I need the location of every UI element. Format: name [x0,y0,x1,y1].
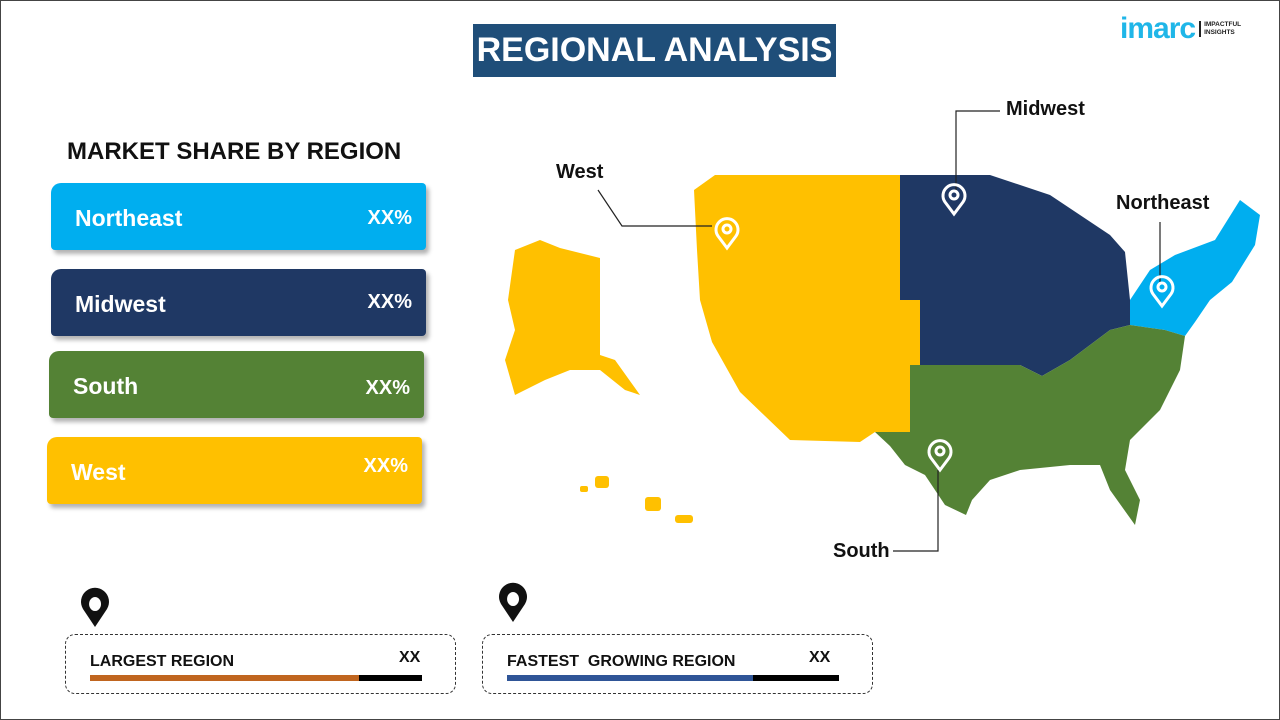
largest-region-value: XX [399,649,421,666]
hawaii [580,476,693,523]
map-pin-icon [1149,275,1175,309]
region-value: XX% [365,377,410,399]
fastest-region-bar [507,675,839,681]
map-label-west: West [556,161,604,183]
page-title: REGIONAL ANALYSIS [473,24,836,77]
region-value: XX% [367,291,412,313]
region-card-midwest: Midwest XX% [51,269,426,336]
largest-region-bar-fill [90,675,359,681]
largest-region-box: LARGEST REGION XX [65,634,456,694]
region-card-west: West XX% [47,437,422,504]
imarc-logo: imarc IMPACTFUL INSIGHTS [1120,12,1241,46]
region-name: West [71,459,126,485]
largest-region-bar [90,675,422,681]
section-title: MARKET SHARE BY REGION [67,138,402,165]
region-midwest [900,175,1130,376]
logo-tagline: IMPACTFUL INSIGHTS [1199,21,1241,37]
fastest-region-value: XX [809,649,831,666]
logo-brand: imarc [1120,12,1196,45]
region-name: South [73,373,139,399]
region-name: Midwest [75,291,166,317]
map-pin-icon [941,183,967,217]
fastest-region-label: FASTEST GROWING REGION [507,653,736,670]
region-northeast [1130,200,1260,336]
largest-region-label: LARGEST REGION [90,653,235,670]
fastest-region-bar-fill [507,675,753,681]
map-label-midwest: Midwest [1006,98,1085,120]
map-pin-icon [81,587,110,627]
callout-lines [597,110,1161,552]
region-card-northeast: Northeast XX% [51,183,426,250]
map-label-northeast: Northeast [1116,192,1210,214]
map-pin-icon [499,582,528,622]
region-value: XX% [363,455,408,477]
region-value: XX% [367,207,412,229]
map-pin-icon [714,217,740,251]
region-card-south: South XX% [49,351,424,418]
legend-pins [81,582,528,627]
region-name: Northeast [75,205,183,231]
fastest-region-box: FASTEST GROWING REGION XX [482,634,873,694]
alaska [505,240,640,395]
map-label-south: South [833,540,890,562]
region-west [505,175,920,523]
map-pin-icon [927,439,953,473]
region-south [875,325,1185,525]
map-pins [714,183,1175,473]
